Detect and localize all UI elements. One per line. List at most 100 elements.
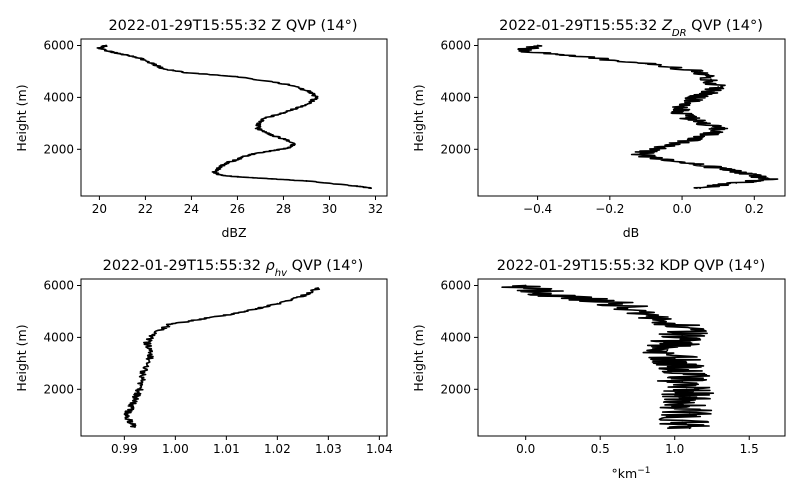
profile-point	[236, 75, 239, 78]
profile-point	[287, 147, 289, 149]
profile-point	[681, 380, 684, 383]
profile-point	[294, 143, 296, 145]
profile-point	[250, 153, 253, 156]
y-tick-label: 4000	[43, 330, 74, 344]
profile-point	[673, 323, 676, 326]
profile-point	[673, 357, 676, 360]
profile-point	[688, 427, 691, 430]
profile-point	[296, 106, 299, 109]
profile-point	[257, 127, 260, 130]
y-axis-label: Height (m)	[14, 324, 29, 391]
profile-point	[256, 307, 258, 310]
profile-point	[753, 174, 756, 177]
profile-point	[169, 323, 172, 326]
y-tick-label: 2000	[43, 142, 74, 156]
x-tick-label: 1.03	[315, 442, 342, 456]
profile-point	[710, 91, 712, 94]
profile-point	[688, 117, 691, 120]
profile-point	[536, 44, 539, 47]
profile-point	[305, 180, 308, 182]
panel-title: 2022-01-29T15:55:32 KDP QVP (14°)	[497, 258, 766, 274]
profile-point	[717, 86, 720, 88]
profile-point	[213, 171, 216, 174]
y-tick-label: 2000	[440, 382, 471, 396]
profile-point	[185, 71, 188, 74]
x-tick-label: 28	[276, 202, 291, 216]
profile-point	[266, 132, 269, 135]
profile-point	[735, 182, 738, 184]
profile-point	[230, 313, 233, 315]
profile-point	[599, 300, 602, 302]
x-tick-label: 30	[322, 202, 337, 216]
profile-point	[663, 158, 665, 161]
profile-point	[162, 67, 165, 70]
profile-point	[681, 112, 683, 114]
profile-point	[138, 388, 141, 391]
profile-point	[287, 83, 289, 86]
y-tick-label: 4000	[43, 90, 74, 104]
profile-point	[227, 161, 230, 164]
profile-point	[695, 96, 698, 99]
profile-point	[356, 185, 358, 188]
x-axis-label: °km−1	[612, 466, 651, 481]
profile-point	[666, 349, 669, 352]
plot-area	[80, 38, 388, 197]
x-axis-label: dBZ	[221, 225, 246, 240]
profile-point	[105, 44, 108, 47]
profile-line	[123, 287, 321, 428]
profile-point	[143, 367, 146, 370]
x-tick-label: 0.0	[516, 442, 535, 456]
profile-point	[128, 409, 131, 411]
y-tick-label: 6000	[43, 278, 74, 292]
plot-area	[80, 278, 388, 437]
panel-rhohv-qvp: 2022-01-29T15:55:32 ρhv QVP (14°) Height…	[14, 258, 393, 456]
profile-line	[517, 44, 779, 189]
plot-area	[477, 278, 786, 437]
x-tick-label: 24	[184, 202, 199, 216]
profile-point	[688, 396, 691, 398]
x-tick-label: 1.02	[264, 442, 291, 456]
x-tick-label: 0.99	[111, 442, 138, 456]
profile-point	[681, 333, 684, 336]
profile-point	[673, 341, 676, 344]
profile-point	[151, 333, 154, 336]
x-tick-label: 26	[230, 202, 245, 216]
x-tick-label: 1.0	[665, 442, 684, 456]
profile-point	[264, 150, 266, 153]
profile-point	[116, 52, 119, 55]
profile-point	[369, 187, 372, 190]
x-tick-label: 1.5	[740, 442, 759, 456]
profile-point	[728, 169, 730, 171]
profile-point	[146, 341, 149, 344]
x-tick-label: 22	[138, 202, 153, 216]
x-tick-label: 0.0	[673, 202, 692, 216]
panel-zdr-qvp: 2022-01-29T15:55:32 ZDR QVP (14°) dB Hei…	[411, 18, 786, 240]
profile-point	[241, 156, 243, 158]
x-tick-label: −0.2	[595, 202, 624, 216]
profile-point	[572, 54, 575, 57]
profile-point	[681, 365, 684, 367]
profile-point	[276, 302, 279, 305]
profile-point	[699, 70, 702, 73]
y-tick-label: 4000	[440, 90, 471, 104]
profile-point	[220, 174, 223, 177]
profile-point	[236, 158, 239, 161]
x-tick-label: 1.00	[162, 442, 189, 456]
profile-point	[148, 357, 151, 360]
profile-point	[148, 349, 151, 352]
profile-point	[695, 138, 698, 140]
profile-point	[128, 54, 131, 57]
y-tick-label: 6000	[43, 38, 74, 52]
profile-point	[218, 166, 220, 169]
profile-point	[670, 143, 673, 145]
profile-point	[126, 414, 128, 417]
profile-point	[264, 117, 266, 120]
y-axis-label: Height (m)	[14, 84, 29, 151]
panel-title: 2022-01-29T15:55:32 ZDR QVP (14°)	[499, 18, 763, 39]
profile-point	[688, 411, 691, 414]
profile-point	[141, 378, 144, 380]
x-tick-label: 32	[368, 202, 383, 216]
profile-point	[524, 284, 527, 287]
profile-point	[310, 101, 312, 104]
